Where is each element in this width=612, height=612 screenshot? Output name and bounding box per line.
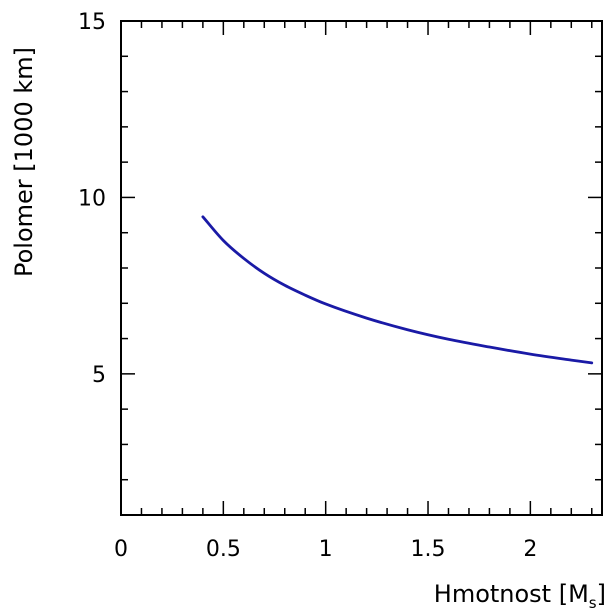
x-axis-title: Hmotnost [Ms] <box>434 580 606 612</box>
x-tick-label: 0.5 <box>206 537 241 562</box>
y-tick-label: 10 <box>78 186 106 211</box>
axis-ticks <box>120 21 602 515</box>
x-tick-label: 0 <box>114 537 128 562</box>
series-group <box>201 215 594 365</box>
plot-frame <box>120 20 603 516</box>
y-axis-title: Polomer [1000 km] <box>10 47 38 277</box>
series-line <box>201 215 594 365</box>
x-tick-label: 2 <box>523 537 537 562</box>
tick-labels: 0 0.5 1 1.5 2 5 10 15 <box>78 10 537 562</box>
x-tick-label: 1 <box>319 537 333 562</box>
x-axis-title-main: Hmotnost [M <box>434 580 589 608</box>
y-tick-label: 5 <box>92 363 106 388</box>
x-axis-title-subscript: s <box>589 594 597 612</box>
y-tick-label: 15 <box>78 10 106 35</box>
x-axis-title-close: ] <box>597 580 606 608</box>
x-tick-label: 1.5 <box>411 537 446 562</box>
